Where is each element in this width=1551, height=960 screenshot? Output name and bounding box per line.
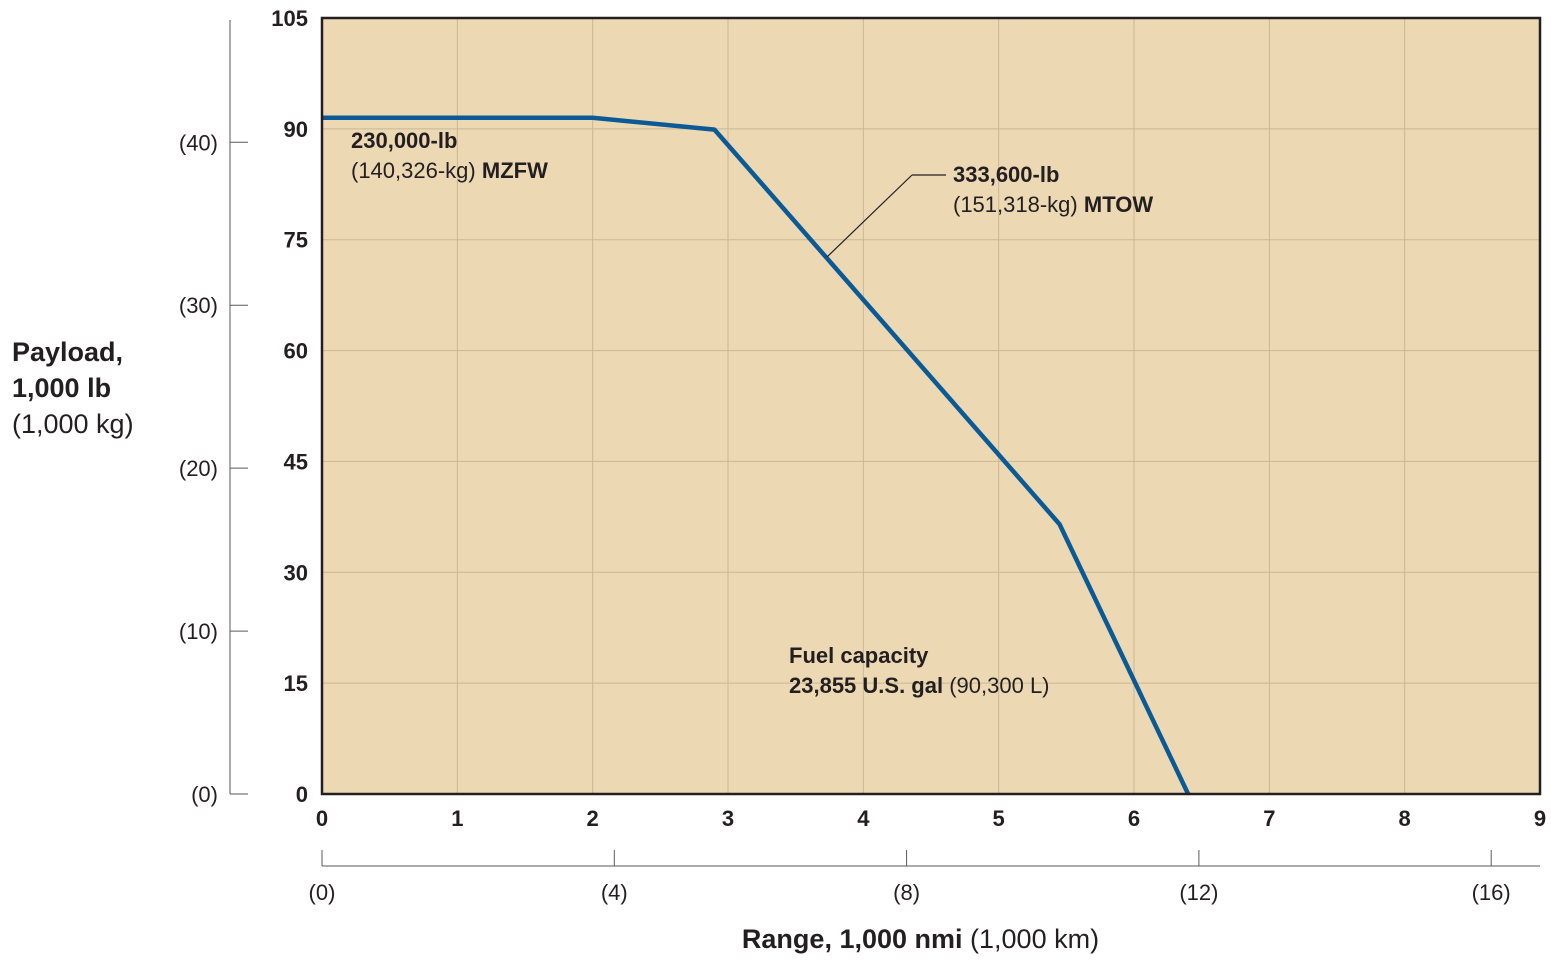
secondary-y-tick-label: (0) <box>191 782 218 807</box>
secondary-y-tick-label: (30) <box>179 293 218 318</box>
secondary-x-tick-label: (12) <box>1179 880 1218 905</box>
x-tick-label: 2 <box>587 806 599 831</box>
y-axis-label-line3: (1,000 kg) <box>12 409 134 439</box>
series-line <box>322 115 1191 795</box>
x-tick-label: 5 <box>993 806 1005 831</box>
mtow-weight-kg: (151,318-kg) <box>953 192 1078 217</box>
mtow-annotation: 333,600-lb (151,318-kg) MTOW <box>953 160 1153 220</box>
mzfw-weight-kg: (140,326-kg) <box>351 158 476 183</box>
y-axis-label: Payload, 1,000 lb (1,000 kg) <box>12 334 134 442</box>
x-tick-label: 4 <box>857 806 870 831</box>
x-axis-label-secondary: (1,000 km) <box>970 924 1100 954</box>
fuel-annotation: Fuel capacity 23,855 U.S. gal (90,300 L) <box>789 641 1050 701</box>
mtow-leader-line <box>826 174 913 258</box>
x-tick-label: 0 <box>316 806 328 831</box>
x-tick-label: 3 <box>722 806 734 831</box>
y-tick-label: 45 <box>284 449 308 474</box>
x-tick-label: 8 <box>1399 806 1411 831</box>
secondary-y-tick-label: (20) <box>179 456 218 481</box>
secondary-y-axis: (0) (10) (20) (30) (40) <box>179 20 248 807</box>
plot-area <box>322 18 1540 794</box>
plot-border <box>320 16 1542 796</box>
y-tick-label: 90 <box>284 117 308 142</box>
secondary-x-tick-label: (0) <box>309 880 336 905</box>
series-layer <box>322 115 1191 795</box>
x-tick-label: 9 <box>1534 806 1546 831</box>
fuel-capacity-liters: (90,300 L) <box>949 673 1050 698</box>
y-tick-label: 30 <box>284 560 308 585</box>
x-axis-label: Range, 1,000 nmi (1,000 km) <box>0 924 1551 955</box>
y-tick-label: 15 <box>284 671 308 696</box>
secondary-x-axis: (0) (4) (8) (12) (16) <box>309 850 1540 905</box>
secondary-x-tick-label: (8) <box>893 880 920 905</box>
x-tick-label: 1 <box>451 806 463 831</box>
y-tick-label: 75 <box>284 228 308 253</box>
x-tick-label: 7 <box>1263 806 1275 831</box>
mtow-weight: 333,600-lb <box>953 162 1060 187</box>
mzfw-label: MZFW <box>481 158 548 183</box>
secondary-x-tick-label: (16) <box>1472 880 1511 905</box>
secondary-x-tick-label: (4) <box>601 880 628 905</box>
y-axis-label-line2: 1,000 lb <box>12 373 112 403</box>
y-axis-label-line1: Payload, <box>12 337 124 367</box>
mzfw-annotation: 230,000-lb (140,326-kg) MZFW <box>351 126 548 186</box>
fuel-capacity-title: Fuel capacity <box>789 643 929 668</box>
x-axis-label-main: Range, 1,000 nmi <box>741 924 963 954</box>
secondary-y-tick-label: (10) <box>179 619 218 644</box>
y-tick-label: 105 <box>271 6 308 31</box>
y-tick-labels: 0 15 30 45 60 75 90 105 <box>271 6 308 807</box>
y-tick-label: 0 <box>296 782 308 807</box>
x-tick-label: 6 <box>1128 806 1140 831</box>
mzfw-weight: 230,000-lb <box>351 128 458 153</box>
secondary-y-tick-label: (40) <box>179 130 218 155</box>
fuel-capacity-gal: 23,855 U.S. gal <box>789 673 944 698</box>
y-tick-label: 60 <box>284 339 308 364</box>
mtow-label: MTOW <box>1083 192 1154 217</box>
x-tick-labels: 0 1 2 3 4 5 6 7 8 9 <box>316 806 1546 831</box>
